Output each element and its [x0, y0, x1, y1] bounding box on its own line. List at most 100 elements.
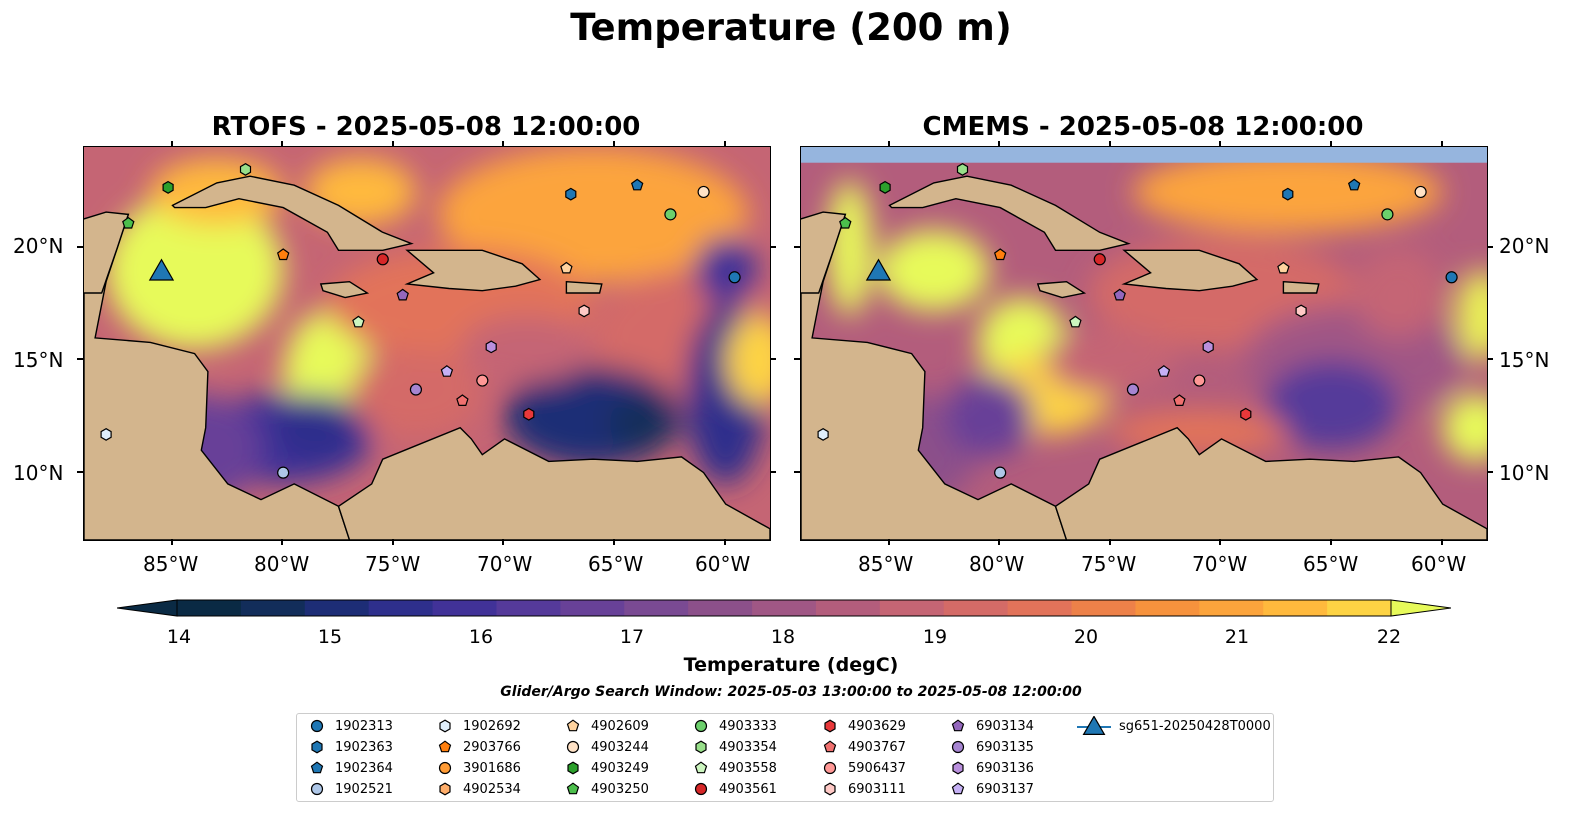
legend-item: 1902313: [307, 716, 393, 736]
legend-label: 4903629: [848, 718, 906, 734]
legend-marker-4903767: [823, 740, 837, 753]
lon-tick-mark: [1108, 141, 1111, 147]
legend-symbol: [694, 761, 708, 774]
lat-tick-mark: [77, 470, 83, 473]
legend-symbol: [438, 740, 452, 753]
marker-4903354: [956, 163, 969, 176]
legend-label: 3901686: [463, 760, 521, 776]
legend-item: 4902609: [563, 716, 649, 736]
legend-item: 1902521: [307, 779, 393, 799]
marker-6903136: [485, 340, 497, 354]
land-south-america: [1054, 426, 1487, 540]
colorbar-bin: [1135, 600, 1200, 616]
colorbar-bin: [432, 600, 497, 616]
lon-tick-mark: [887, 141, 890, 147]
lat-tick-mark: [770, 246, 776, 249]
colorbar-bin: [1263, 600, 1328, 616]
marker-6903137: [440, 365, 454, 377]
legend-symbol: [951, 719, 965, 732]
lat-tick-15-right: 15°N: [1499, 348, 1550, 372]
legend-marker-4903629: [824, 719, 836, 733]
lon-tick-mark: [502, 539, 505, 545]
legend-label: 2903766: [463, 739, 521, 755]
legend-label: 6903111: [848, 781, 906, 797]
marker-1902313: [728, 271, 741, 284]
marker-6903134: [1113, 288, 1126, 301]
temperature-contours: [106, 147, 770, 507]
legend-marker-4903333: [694, 719, 708, 733]
lon-tick-mark: [723, 141, 726, 147]
legend-marker-1902313: [310, 719, 324, 733]
lon-tick-mark: [281, 539, 284, 545]
legend-label: 4903767: [848, 739, 906, 755]
marker-4903333: [1381, 208, 1394, 221]
marker-1902364: [1347, 178, 1361, 191]
lon-tick-75-a: 75°W: [365, 552, 421, 576]
legend-marker-4903558: [694, 761, 708, 774]
lat-tick-10-left: 10°N: [13, 461, 64, 485]
temperature-contours: [827, 151, 1487, 507]
temp-region: [1354, 248, 1443, 338]
legend-item: 6903111: [820, 779, 906, 799]
legend-label: 6903136: [976, 760, 1034, 776]
legend-symbol: [566, 719, 580, 732]
legend-marker-5906437: [823, 761, 837, 775]
lon-tick-mark: [1219, 539, 1222, 545]
legend-marker-1902692: [439, 719, 451, 733]
legend-symbol: [311, 740, 323, 754]
legend-symbol: [824, 782, 836, 796]
cb-tick-16: 16: [468, 626, 494, 648]
temp-region: [878, 230, 990, 311]
lon-tick-mark: [723, 539, 726, 545]
marker-4903249: [162, 180, 174, 194]
temp-region: [1265, 360, 1399, 451]
land-puerto-rico: [1282, 280, 1320, 294]
temp-region: [725, 315, 770, 406]
colorbar: [116, 598, 1452, 622]
colorbar-scale: [116, 599, 1452, 617]
marker-4903250: [122, 216, 135, 229]
land-yucatan: [84, 211, 130, 294]
legend-item: 4903558: [691, 758, 777, 778]
legend-marker-4903561: [694, 782, 708, 796]
legend-marker-4902609: [566, 719, 580, 732]
rtofs-map-canvas: [84, 147, 770, 540]
land-jamaica: [319, 280, 370, 299]
no-data-band: [801, 147, 1487, 163]
legend-label: 1902692: [463, 718, 521, 734]
legend-symbol: [310, 782, 324, 796]
legend-symbol: [439, 719, 451, 733]
legend-symbol: [567, 761, 579, 775]
lon-tick-mark: [887, 539, 890, 545]
colorbar-bin: [752, 600, 817, 616]
legend-marker-4903249: [567, 761, 579, 775]
marker-sg651-20250428T0000: [865, 258, 892, 281]
legend-label: 4903558: [719, 760, 777, 776]
legend-symbol: [823, 740, 837, 753]
legend-symbol: [438, 761, 452, 775]
colorbar-bin: [368, 600, 434, 616]
lon-tick-mark: [170, 141, 173, 147]
lat-tick-mark: [770, 358, 776, 361]
legend-marker-1902363: [311, 740, 323, 754]
marker-4903249: [879, 180, 891, 194]
legend-marker-4903244: [566, 740, 580, 754]
land-hispaniola: [404, 249, 542, 292]
lon-tick-70-b: 70°W: [1192, 552, 1248, 576]
lat-tick-15-left: 15°N: [13, 348, 64, 372]
cb-tick-14: 14: [166, 626, 192, 648]
legend-label: 4903244: [591, 739, 649, 755]
marker-6903111: [578, 304, 590, 318]
marker-5906437: [1193, 374, 1206, 387]
lon-tick-mark: [998, 539, 1001, 545]
marker-1902363: [565, 187, 577, 201]
colorbar-outline: [176, 599, 1392, 617]
marker-6903137: [1157, 365, 1171, 377]
marker-4903767: [1173, 394, 1186, 406]
legend-marker-6903136: [952, 761, 964, 775]
legend-label: 6903137: [976, 781, 1034, 797]
legend-label: 1902363: [335, 739, 393, 755]
lat-tick-mark: [77, 246, 83, 249]
lat-tick-mark: [1487, 246, 1493, 249]
lon-tick-80-b: 80°W: [969, 552, 1025, 576]
